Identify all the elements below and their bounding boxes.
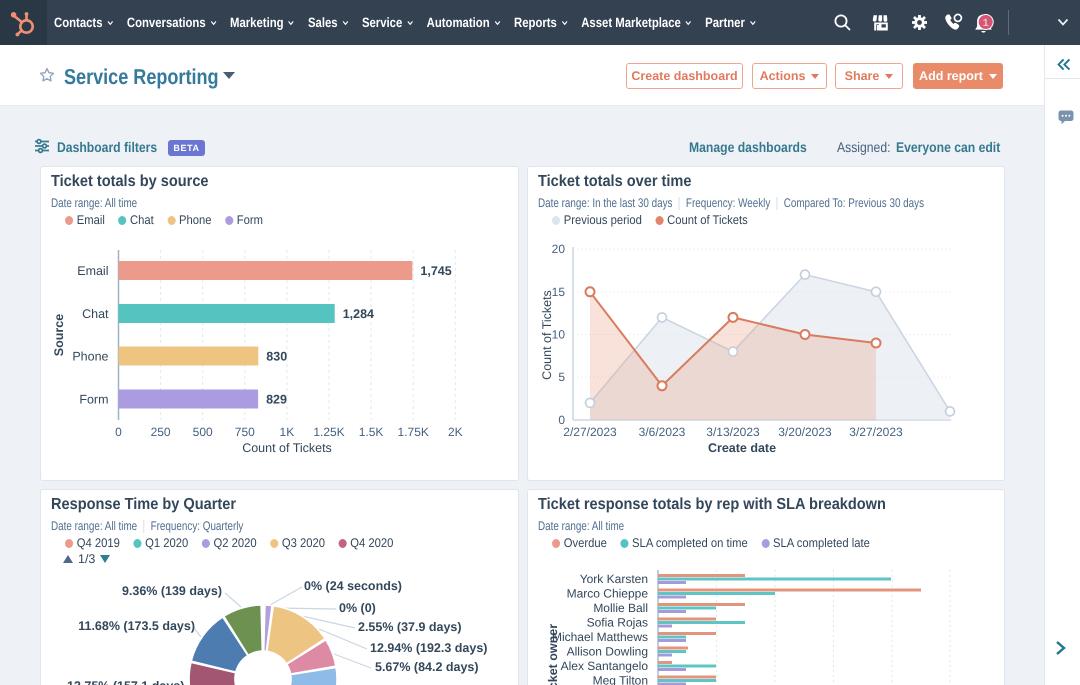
svg-text:3/20/2023: 3/20/2023 bbox=[778, 425, 832, 439]
svg-text:1.75K: 1.75K bbox=[398, 425, 429, 439]
svg-text:829: 829 bbox=[266, 393, 287, 407]
svg-text:0: 0 bbox=[558, 413, 565, 427]
svg-text:Email: Email bbox=[77, 264, 108, 278]
svg-text:York Karsten: York Karsten bbox=[580, 572, 648, 586]
svg-text:11.68% (173.5 days): 11.68% (173.5 days) bbox=[78, 619, 195, 633]
svg-text:0% (24 seconds): 0% (24 seconds) bbox=[304, 579, 402, 593]
svg-text:12.94% (192.3 days): 12.94% (192.3 days) bbox=[370, 641, 487, 655]
svg-text:1: 1 bbox=[982, 16, 988, 28]
svg-text:0: 0 bbox=[115, 425, 122, 439]
svg-text:750: 750 bbox=[235, 425, 255, 439]
svg-text:1,284: 1,284 bbox=[343, 307, 374, 321]
svg-text:5.67% (84.2 days): 5.67% (84.2 days) bbox=[375, 660, 479, 674]
svg-text:Meg Tilton: Meg Tilton bbox=[593, 674, 648, 685]
svg-text:Form: Form bbox=[79, 393, 108, 407]
svg-text:5: 5 bbox=[558, 370, 565, 384]
svg-text:3/13/2023: 3/13/2023 bbox=[706, 425, 760, 439]
svg-text:500: 500 bbox=[193, 425, 213, 439]
svg-text:Source: Source bbox=[52, 314, 66, 356]
svg-text:20: 20 bbox=[552, 242, 566, 256]
svg-text:2K: 2K bbox=[448, 425, 463, 439]
svg-text:Phone: Phone bbox=[72, 350, 108, 364]
svg-text:13.75% (157.1 days): 13.75% (157.1 days) bbox=[67, 679, 184, 685]
svg-text:1.25K: 1.25K bbox=[313, 425, 344, 439]
svg-text:250: 250 bbox=[151, 425, 171, 439]
svg-text:1,745: 1,745 bbox=[420, 264, 451, 278]
svg-text:10: 10 bbox=[552, 328, 566, 342]
svg-text:1K: 1K bbox=[280, 425, 295, 439]
svg-text:0% (0): 0% (0) bbox=[339, 601, 376, 615]
svg-text:830: 830 bbox=[266, 350, 287, 364]
svg-text:Sofia Rojas: Sofia Rojas bbox=[587, 616, 648, 630]
svg-text:Mollie Ball: Mollie Ball bbox=[593, 601, 648, 615]
svg-text:3/6/2023: 3/6/2023 bbox=[639, 425, 686, 439]
svg-text:3/27/2023: 3/27/2023 bbox=[849, 425, 903, 439]
svg-text:2/27/2023: 2/27/2023 bbox=[563, 425, 617, 439]
svg-text:Marco Chieppe: Marco Chieppe bbox=[567, 587, 649, 601]
svg-text:Chat: Chat bbox=[82, 307, 109, 321]
svg-text:Count of Tickets: Count of Tickets bbox=[540, 290, 554, 380]
svg-text:Ticket owner: Ticket owner bbox=[546, 624, 560, 685]
svg-text:1.5K: 1.5K bbox=[359, 425, 384, 439]
svg-text:9.36% (139 days): 9.36% (139 days) bbox=[122, 584, 222, 598]
svg-text:Count of Tickets: Count of Tickets bbox=[242, 441, 332, 455]
svg-text:Allison Dowling: Allison Dowling bbox=[567, 645, 648, 659]
svg-text:15: 15 bbox=[552, 285, 566, 299]
svg-text:Create date: Create date bbox=[708, 441, 776, 455]
svg-text:Michael Matthews: Michael Matthews bbox=[552, 630, 648, 644]
svg-text:Alex Santangelo: Alex Santangelo bbox=[561, 659, 649, 673]
svg-text:2.55% (37.9 days): 2.55% (37.9 days) bbox=[358, 620, 462, 634]
